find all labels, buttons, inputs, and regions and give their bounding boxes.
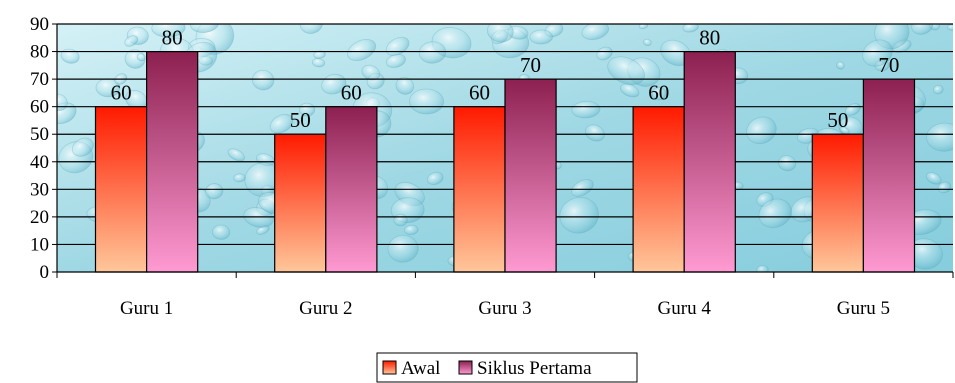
water-droplet <box>584 124 605 142</box>
data-label: 70 <box>878 53 899 77</box>
x-category-label: Guru 1 <box>120 298 173 319</box>
bar-awal <box>811 133 864 273</box>
data-label: 70 <box>520 53 541 77</box>
water-droplet <box>571 100 601 119</box>
legend-label: Siklus Pertama <box>477 358 592 379</box>
y-tick-label: 0 <box>40 262 50 283</box>
water-droplet <box>926 122 953 152</box>
water-droplet <box>596 46 613 61</box>
water-droplet <box>60 48 80 64</box>
water-droplet <box>559 196 599 234</box>
water-droplet <box>911 24 934 35</box>
bar-siklus-pertama <box>504 78 557 273</box>
legend-swatch <box>458 360 473 375</box>
legend-label: Awal <box>401 358 440 379</box>
water-droplet <box>839 126 850 135</box>
water-droplet <box>269 113 294 134</box>
water-droplet <box>233 173 246 183</box>
water-droplet <box>581 24 610 41</box>
data-label: 80 <box>162 26 183 50</box>
data-label: 80 <box>699 26 720 50</box>
bar-awal <box>274 133 327 273</box>
water-droplet <box>486 24 514 43</box>
x-category-label: Guru 5 <box>837 298 890 319</box>
x-axis-categories: Guru 1 Guru 2 Guru 3 Guru 4 Guru 5 <box>56 272 954 319</box>
data-label: 60 <box>648 81 669 105</box>
axes <box>56 24 953 273</box>
legend-swatch <box>382 360 397 375</box>
bar-siklus-pertama <box>862 78 916 273</box>
data-label: 50 <box>290 108 311 132</box>
water-droplet <box>758 198 792 229</box>
y-tick-label: 20 <box>30 207 49 228</box>
x-category-label: Guru 2 <box>299 298 352 319</box>
water-droplet <box>836 61 845 70</box>
y-tick-label: 70 <box>30 69 49 90</box>
water-droplet <box>151 24 186 38</box>
bar-awal <box>632 106 685 273</box>
water-droplet <box>71 137 94 157</box>
water-droplet <box>862 39 893 67</box>
water-droplet <box>682 24 699 33</box>
water-droplet <box>385 53 406 68</box>
y-tick-label: 50 <box>30 124 49 145</box>
data-label: 60 <box>341 81 362 105</box>
water-droplet <box>136 53 146 62</box>
y-tick-label: 80 <box>30 42 49 63</box>
y-tick-label: 10 <box>30 234 49 255</box>
water-droplet <box>124 35 139 47</box>
water-droplet <box>311 58 326 68</box>
water-droplet <box>946 24 953 31</box>
x-category-label: Guru 3 <box>478 298 531 319</box>
y-axis-ticks: 0 10 20 30 40 50 60 70 80 90 <box>30 14 57 283</box>
bar-siklus-pertama <box>325 106 378 273</box>
water-droplet <box>409 88 445 115</box>
water-droplet <box>426 171 444 185</box>
legend: Awal Siklus Pertama <box>376 352 638 383</box>
water-droplet <box>651 86 667 101</box>
water-droplet <box>227 148 246 162</box>
data-label: 60 <box>469 81 490 105</box>
water-droplet <box>933 84 944 95</box>
water-droplet <box>347 38 377 62</box>
water-droplet <box>395 77 415 95</box>
y-tick-label: 90 <box>30 14 49 35</box>
data-label: 50 <box>827 108 848 132</box>
water-droplet <box>243 207 274 228</box>
water-droplet <box>756 265 769 272</box>
bar-siklus-pertama <box>146 50 199 273</box>
legend-box <box>376 352 638 383</box>
y-tick-label: 30 <box>30 179 49 200</box>
water-droplet <box>387 234 419 263</box>
y-tick-label: 60 <box>30 97 49 118</box>
water-droplet <box>778 155 797 172</box>
water-droplet <box>925 172 942 185</box>
water-droplet <box>746 116 777 145</box>
bar-awal <box>453 106 506 273</box>
water-droplet <box>642 38 652 47</box>
water-droplet <box>571 179 594 197</box>
data-label: 60 <box>111 81 132 105</box>
y-tick-label: 40 <box>30 152 49 173</box>
bars <box>94 50 916 273</box>
bar-siklus-pertama <box>683 50 736 273</box>
bar-awal <box>94 106 148 273</box>
water-droplet <box>212 224 231 240</box>
data-labels: 60 80 50 60 60 70 60 80 50 70 <box>111 26 900 133</box>
water-droplet <box>404 224 419 236</box>
water-droplet <box>529 29 553 45</box>
x-category-label: Guru 4 <box>658 298 712 319</box>
water-droplet <box>620 83 640 98</box>
